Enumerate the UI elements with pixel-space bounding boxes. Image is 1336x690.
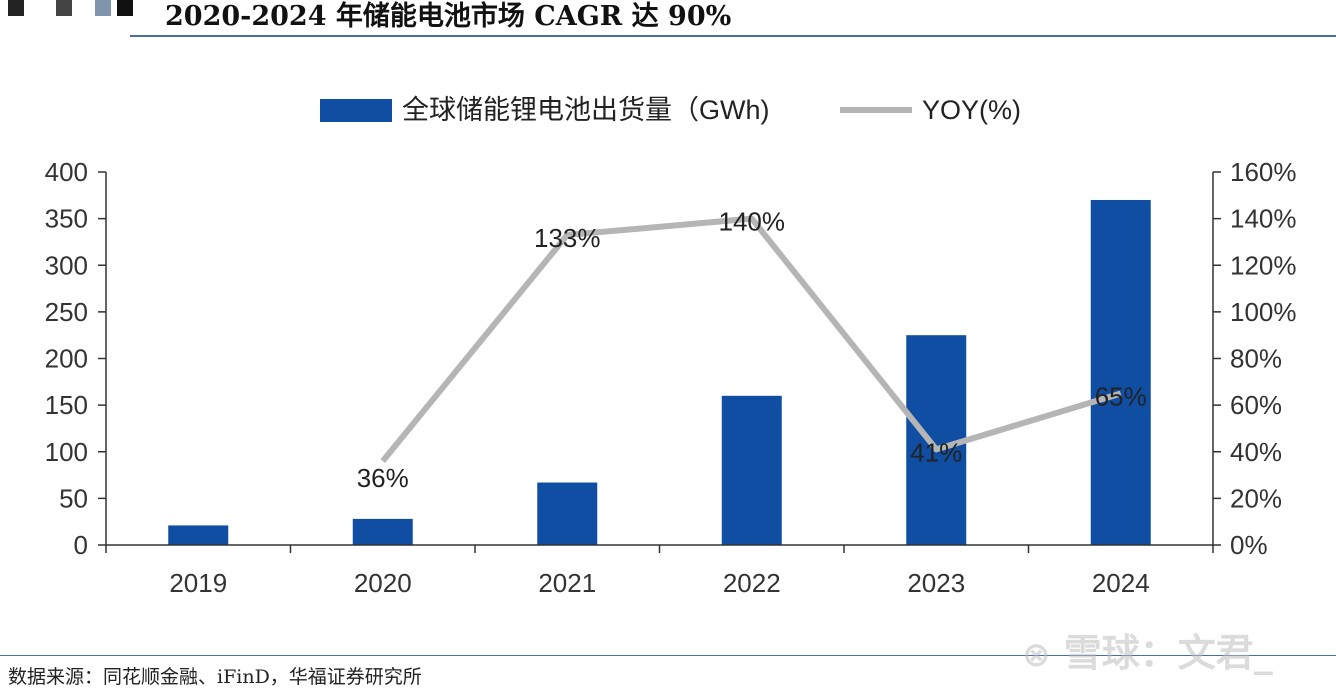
- y-left-tick-label: 250: [45, 297, 88, 327]
- y-right-tick-label: 140%: [1230, 204, 1297, 234]
- y-left-tick-label: 200: [45, 344, 88, 374]
- x-tick-label: 2020: [354, 568, 412, 598]
- yoy-data-label: 65%: [1095, 381, 1147, 411]
- x-tick-label: 2021: [538, 568, 596, 598]
- watermark: ⊗ 雪球：文君_: [1022, 622, 1273, 677]
- y-right-tick-label: 120%: [1230, 250, 1297, 280]
- y-right-tick-label: 160%: [1230, 157, 1297, 187]
- y-right-tick-label: 60%: [1230, 390, 1282, 420]
- y-left-tick-label: 50: [59, 483, 88, 513]
- footer-rule: [0, 655, 1336, 656]
- bar-2023: [906, 335, 967, 545]
- y-left-tick-label: 0: [74, 530, 88, 560]
- y-right-tick-label: 20%: [1230, 483, 1282, 513]
- x-tick-label: 2019: [169, 568, 227, 598]
- header-square-1: [8, 0, 24, 16]
- yoy-data-label: 36%: [357, 463, 409, 493]
- legend-bar-label: 全球储能锂电池出货量（GWh): [402, 95, 770, 125]
- x-tick-label: 2024: [1092, 568, 1150, 598]
- x-tick-label: 2022: [723, 568, 781, 598]
- y-left-tick-label: 350: [45, 204, 88, 234]
- snowball-logo-icon: ⊗: [1022, 635, 1051, 675]
- chart: 全球储能锂电池出货量（GWh) YOY(%) 0 50 100 150 200 250 300 3…: [45, 95, 1297, 598]
- bar-2020: [352, 518, 413, 545]
- y-left-tick-label: 400: [45, 157, 88, 187]
- y-left-tick-label: 300: [45, 250, 88, 280]
- header: 2020-2024 年储能电池市场 CAGR 达 90%: [0, 0, 1336, 40]
- yoy-data-label: 140%: [719, 207, 786, 237]
- y-left-tick-label: 150: [45, 390, 88, 420]
- y-right-tick-label: 100%: [1230, 297, 1297, 327]
- legend-line-label: YOY(%): [922, 95, 1021, 125]
- page-title: 2020-2024 年储能电池市场 CAGR 达 90%: [165, 1, 732, 32]
- bar-2022: [721, 395, 782, 545]
- bar-2019: [168, 525, 229, 545]
- bar-2021: [537, 482, 598, 545]
- y-right-tick-label: 0%: [1230, 530, 1268, 560]
- bar-2024: [1090, 199, 1151, 545]
- y-left-tick-label: 100: [45, 437, 88, 467]
- header-square-4: [117, 0, 133, 16]
- watermark-text: 雪球：文君_: [1063, 631, 1273, 675]
- x-tick-label: 2023: [907, 568, 965, 598]
- yoy-line: [380, 215, 1122, 463]
- header-square-3: [95, 0, 111, 16]
- source-note: 数据来源：同花顺金融、iFinD，华福证券研究所: [8, 666, 422, 688]
- header-rule: [130, 35, 1336, 37]
- header-square-2: [56, 0, 72, 16]
- y-right-tick-label: 80%: [1230, 344, 1282, 374]
- yoy-data-label: 41%: [910, 437, 962, 467]
- yoy-data-label: 133%: [534, 223, 601, 253]
- y-right-tick-label: 40%: [1230, 437, 1282, 467]
- legend-bar-swatch: [320, 99, 392, 122]
